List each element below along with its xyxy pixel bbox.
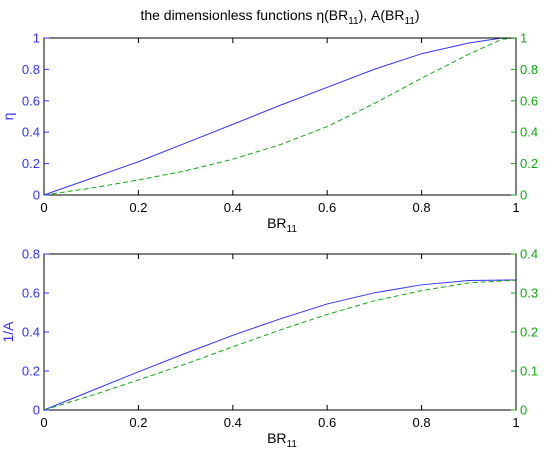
y-right-tick-label: 0.2 xyxy=(520,325,538,340)
x-tick-label: 0.8 xyxy=(413,415,431,430)
panel-2: 0 0.2 0.4 0.6 0.8 100.20.40.60.800.10.20.30.4… xyxy=(0,247,538,451)
y-right-tick-label: 0.4 xyxy=(520,247,538,262)
x-tick-label: 0 xyxy=(40,415,47,430)
series-left-solid-line xyxy=(43,37,516,196)
x-tick-label: 0.4 xyxy=(224,200,242,215)
y-left-tick-label: 0.8 xyxy=(22,247,40,262)
y-left-tick-label: 0 xyxy=(33,403,40,418)
title-subscript-1: 11 xyxy=(348,16,359,27)
y-right-tick-label: 0.3 xyxy=(520,286,538,301)
y-right-tick-label: 0 xyxy=(520,188,527,203)
x-axis-label-main: BR xyxy=(267,430,286,446)
plot-frame xyxy=(43,37,517,196)
x-tick-label: 1 xyxy=(512,200,519,215)
y-left-axis-label: η xyxy=(0,113,16,121)
x-tick-label: 0.4 xyxy=(224,415,242,430)
x-tick-label: 0.6 xyxy=(318,200,336,215)
figure-title: the dimensionless functions η(BR11), A(B… xyxy=(140,7,419,27)
y-left-axis-label: 1/A xyxy=(0,321,16,343)
y-left-tick-label: 0.2 xyxy=(22,364,40,379)
title-end: ) xyxy=(415,7,420,23)
y-right-tick-label: 0.1 xyxy=(520,364,538,379)
x-axis-label-main: BR xyxy=(267,215,286,231)
y-right-tick-label: 0.2 xyxy=(520,156,538,171)
x-tick-label: 0.8 xyxy=(413,200,431,215)
x-tick-label: 0.6 xyxy=(318,415,336,430)
title-subscript-2: 11 xyxy=(405,16,416,27)
panel-1: 0 0.2 0.4 0.6 0.8 100.20.40.60.8100.20.40.60.… xyxy=(0,31,538,236)
y-left-tick-label: 1 xyxy=(33,31,40,46)
y-right-tick-label: 0.8 xyxy=(520,62,538,77)
title-mid: ), A(BR xyxy=(359,7,405,23)
y-left-tick-label: 0.8 xyxy=(22,62,40,77)
y-right-tick-label: 0.6 xyxy=(520,93,538,108)
x-tick-label: 1 xyxy=(512,415,519,430)
y-right-tick-label: 0 xyxy=(520,403,527,418)
y-left-tick-label: 0.4 xyxy=(22,325,40,340)
series-right-dashed-line xyxy=(43,279,517,411)
title-main: the dimensionless functions η(BR xyxy=(140,7,348,23)
x-axis-label: BR11 xyxy=(267,430,297,450)
y-left-tick-label: 0.4 xyxy=(22,125,40,140)
y-right-tick-label: 1 xyxy=(520,31,527,46)
x-axis-label-subscript: 11 xyxy=(287,224,298,235)
x-tick-label: 0.2 xyxy=(129,200,147,215)
y-right-tick-label: 0.4 xyxy=(520,125,538,140)
x-axis-label-subscript: 11 xyxy=(287,439,298,450)
plot-frame xyxy=(43,253,517,411)
x-tick-label: 0.2 xyxy=(129,415,147,430)
y-left-tick-label: 0 xyxy=(33,188,40,203)
x-axis-label: BR11 xyxy=(267,215,297,235)
series-left-solid-line xyxy=(43,279,517,411)
series-right-dashed-line xyxy=(43,37,517,196)
y-left-tick-label: 0.2 xyxy=(22,156,40,171)
y-left-tick-label: 0.6 xyxy=(22,93,40,108)
y-left-tick-label: 0.6 xyxy=(22,286,40,301)
x-tick-label: 0 xyxy=(40,200,47,215)
